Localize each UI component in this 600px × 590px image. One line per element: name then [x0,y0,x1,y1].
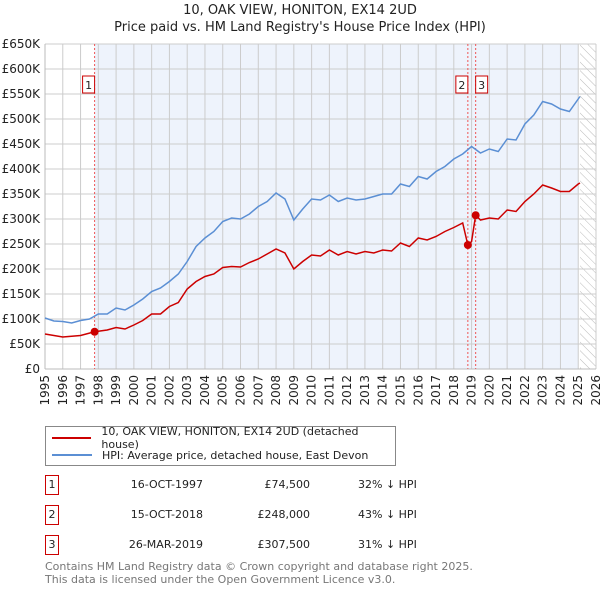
x-tick-label: 2024 [553,375,567,406]
x-tick-label: 2006 [234,375,248,406]
x-tick-label: 2002 [162,375,176,406]
x-tick-label: 2017 [429,375,443,406]
price: £248,000 [257,508,311,521]
x-tick-label: 1995 [38,375,52,406]
series-line-property [44,182,581,338]
x-tick-label: 2000 [127,375,141,406]
date: 26-MAR-2019 [128,538,203,551]
shaded-region [94,44,579,369]
y-tick-label: £500K [2,112,42,126]
x-tick-label: 1999 [109,375,123,406]
x-tick-label: 2018 [447,375,461,406]
red-line-swatch [52,437,92,439]
legend-item-hpi: HPI: Average price, detached house, East… [52,448,368,462]
y-tick-label: £650K [2,37,42,51]
x-tick-label: 2014 [376,375,390,406]
x-tick-label: 2023 [536,375,550,406]
y-tick-label: £250K [2,237,42,251]
blue-line-swatch [52,454,92,456]
y-tick-label: £400K [2,162,42,176]
footer-copyright: Contains HM Land Registry data © Crown c… [45,560,473,573]
x-tick-label: 2001 [145,375,159,406]
y-tick-label: £0 [25,362,40,376]
marker-label-box [82,75,96,94]
hpi-diff: 43% ↓ HPI [358,508,417,521]
x-tick-label: 1997 [74,375,88,406]
marker-badge: 1 [45,475,59,495]
transaction-row: 2 15-OCT-2018 £248,000 43% ↓ HPI [45,505,545,525]
x-tick-label: 2010 [305,375,319,406]
x-tick-label: 2013 [358,375,372,406]
marker-badge: 2 [45,505,59,525]
hpi-diff: 31% ↓ HPI [358,538,417,551]
x-tick-label: 2025 [571,375,585,406]
price: £307,500 [257,538,311,551]
x-tick-label: 2016 [411,375,425,406]
x-tick-label: 2015 [393,375,407,406]
marker-label-box [455,75,469,94]
x-tick-label: 2003 [180,375,194,406]
y-tick-label: £450K [2,137,42,151]
legend-label: HPI: Average price, detached house, East… [102,448,369,462]
transaction-point [90,327,99,336]
y-tick-label: £550K [2,87,42,101]
y-tick-label: £600K [2,62,42,76]
x-tick-label: 2012 [340,375,354,406]
transaction-point [471,211,480,220]
legend: 10, OAK VIEW, HONITON, EX14 2UD (detache… [45,425,396,466]
price: £74,500 [264,478,311,491]
x-tick-label: 2005 [216,375,230,406]
x-tick-label: 2008 [269,375,283,406]
chart-title: 10, OAK VIEW, HONITON, EX14 2UD [183,3,417,18]
y-tick-label: £350K [2,187,42,201]
footer-license: This data is licensed under the Open Gov… [45,573,396,586]
x-tick-label: 2022 [518,375,532,406]
transaction-row: 1 16-OCT-1997 £74,500 32% ↓ HPI [45,475,545,495]
marker-label: 1 [85,79,92,92]
marker-label: 3 [478,79,485,92]
legend-item-property: 10, OAK VIEW, HONITON, EX14 2UD (detache… [52,425,395,451]
chart-subtitle: Price paid vs. HM Land Registry's House … [114,20,486,35]
date: 16-OCT-1997 [130,478,203,491]
y-tick-label: £150K [2,287,42,301]
x-tick-label: 2011 [322,375,336,406]
x-tick-label: 2019 [465,375,479,406]
legend-label: 10, OAK VIEW, HONITON, EX14 2UD (detache… [101,425,359,451]
marker-label-box [475,75,489,94]
x-tick-label: 2007 [251,375,265,406]
marker-badge: 3 [45,535,59,555]
date: 15-OCT-2018 [130,508,203,521]
x-tick-label: 2021 [500,375,514,406]
x-tick-label: 2020 [482,375,496,406]
transaction-row: 3 26-MAR-2019 £307,500 31% ↓ HPI [45,535,545,555]
x-tick-label: 2004 [198,375,212,406]
y-tick-label: £300K [2,212,42,226]
y-tick-label: £100K [2,312,42,326]
x-tick-label: 1996 [56,375,70,406]
transaction-point [463,241,472,249]
series-line-hpi [44,96,581,324]
y-tick-label: £200K [2,262,42,276]
y-tick-label: £50K [9,337,41,351]
hpi-diff: 32% ↓ HPI [358,478,417,491]
x-tick-label: 1998 [91,375,105,406]
x-tick-label: 2009 [287,375,301,406]
price-chart: 1995 1996 1997 1998 1999 2000 2001 2002 2003 2004… [2,37,600,406]
forecast-hatch [580,44,596,369]
x-tick-label: 2026 [589,375,600,406]
marker-label: 2 [458,79,465,92]
